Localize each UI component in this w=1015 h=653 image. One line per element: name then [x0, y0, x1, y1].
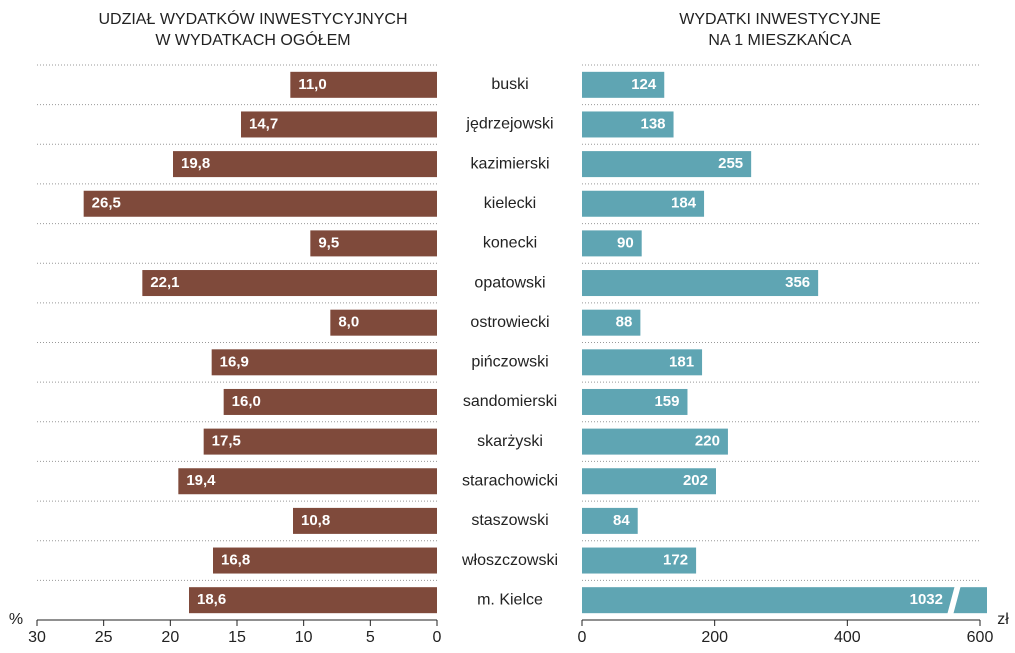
bar — [223, 388, 437, 415]
value-label: 88 — [616, 314, 633, 331]
axis-unit: zł — [997, 611, 1009, 628]
value-label: 202 — [683, 472, 708, 489]
bar — [582, 71, 665, 98]
value-label: 19,4 — [186, 472, 216, 489]
bar — [582, 587, 987, 614]
value-label: 16,9 — [220, 353, 249, 370]
x-tick-label: 15 — [228, 629, 246, 646]
value-label: 10,8 — [301, 512, 330, 529]
category-label: m. Kielce — [477, 591, 543, 608]
x-tick-label: 200 — [701, 629, 728, 646]
value-label: 255 — [718, 155, 743, 172]
x-tick-label: 10 — [295, 629, 313, 646]
value-label: 184 — [671, 195, 697, 212]
category-label: włoszczowski — [461, 552, 558, 569]
value-label: 9,5 — [318, 234, 339, 251]
bar — [178, 468, 438, 495]
bar — [582, 151, 752, 178]
bar — [211, 349, 437, 376]
category-label: konecki — [483, 235, 537, 252]
x-tick-label: 0 — [578, 629, 587, 646]
bar — [293, 507, 437, 534]
bar — [203, 428, 437, 455]
x-tick-label: 0 — [433, 629, 442, 646]
x-tick-label: 20 — [161, 629, 179, 646]
category-label: pińczowski — [471, 354, 548, 371]
value-label: 1032 — [910, 591, 943, 608]
value-label: 220 — [695, 433, 720, 450]
category-label: kielecki — [484, 195, 536, 212]
value-label: 172 — [663, 552, 688, 569]
value-label: 8,0 — [338, 314, 359, 331]
category-label: opatowski — [474, 274, 545, 291]
left-title: UDZIAŁ WYDATKÓW INWESTYCYJNYCH — [98, 9, 407, 28]
bar — [582, 270, 819, 297]
bar — [241, 111, 437, 138]
bar — [582, 428, 728, 455]
value-label: 181 — [669, 353, 694, 370]
axis-unit: % — [9, 611, 23, 628]
bar — [582, 230, 642, 257]
bar — [330, 309, 437, 336]
bar — [189, 587, 437, 614]
value-label: 84 — [613, 512, 630, 529]
x-tick-label: 25 — [95, 629, 113, 646]
category-label: staszowski — [471, 512, 548, 529]
x-tick-label: 400 — [834, 629, 861, 646]
right-title: WYDATKI INWESTYCYJNE — [679, 11, 881, 28]
value-label: 16,8 — [221, 552, 250, 569]
value-label: 90 — [617, 234, 634, 251]
bar — [582, 547, 697, 574]
bar — [173, 151, 437, 178]
bar — [142, 270, 438, 297]
left-title: W WYDATKACH OGÓŁEM — [155, 30, 350, 49]
value-label: 26,5 — [92, 195, 121, 212]
category-label: ostrowiecki — [470, 314, 549, 331]
value-label: 17,5 — [212, 433, 241, 450]
category-label: skarżyski — [477, 433, 543, 450]
x-tick-label: 30 — [28, 629, 46, 646]
value-label: 22,1 — [150, 274, 179, 291]
bar — [310, 230, 437, 257]
bar — [582, 349, 703, 376]
bar — [582, 468, 716, 495]
value-label: 159 — [654, 393, 679, 410]
value-label: 124 — [631, 76, 657, 93]
right-title: NA 1 MIESZKAŃCA — [708, 30, 851, 49]
category-label: sandomierski — [463, 393, 557, 410]
value-label: 19,8 — [181, 155, 210, 172]
bar — [582, 388, 688, 415]
value-label: 138 — [641, 115, 666, 132]
axis-break — [947, 585, 961, 616]
category-label: jędrzejowski — [465, 116, 553, 133]
bar — [582, 507, 638, 534]
category-label: starachowicki — [462, 472, 558, 489]
bar — [83, 190, 438, 217]
category-label: buski — [491, 76, 528, 93]
x-tick-label: 5 — [366, 629, 375, 646]
value-label: 16,0 — [232, 393, 261, 410]
value-label: 18,6 — [197, 591, 226, 608]
bar — [582, 309, 641, 336]
x-tick-label: 600 — [967, 629, 994, 646]
category-label: kazimierski — [470, 155, 549, 172]
value-label: 356 — [785, 274, 810, 291]
bar — [582, 190, 705, 217]
bar — [582, 111, 674, 138]
value-label: 11,0 — [298, 76, 326, 93]
bar — [213, 547, 437, 574]
value-label: 14,7 — [249, 115, 278, 132]
bar — [290, 71, 437, 98]
